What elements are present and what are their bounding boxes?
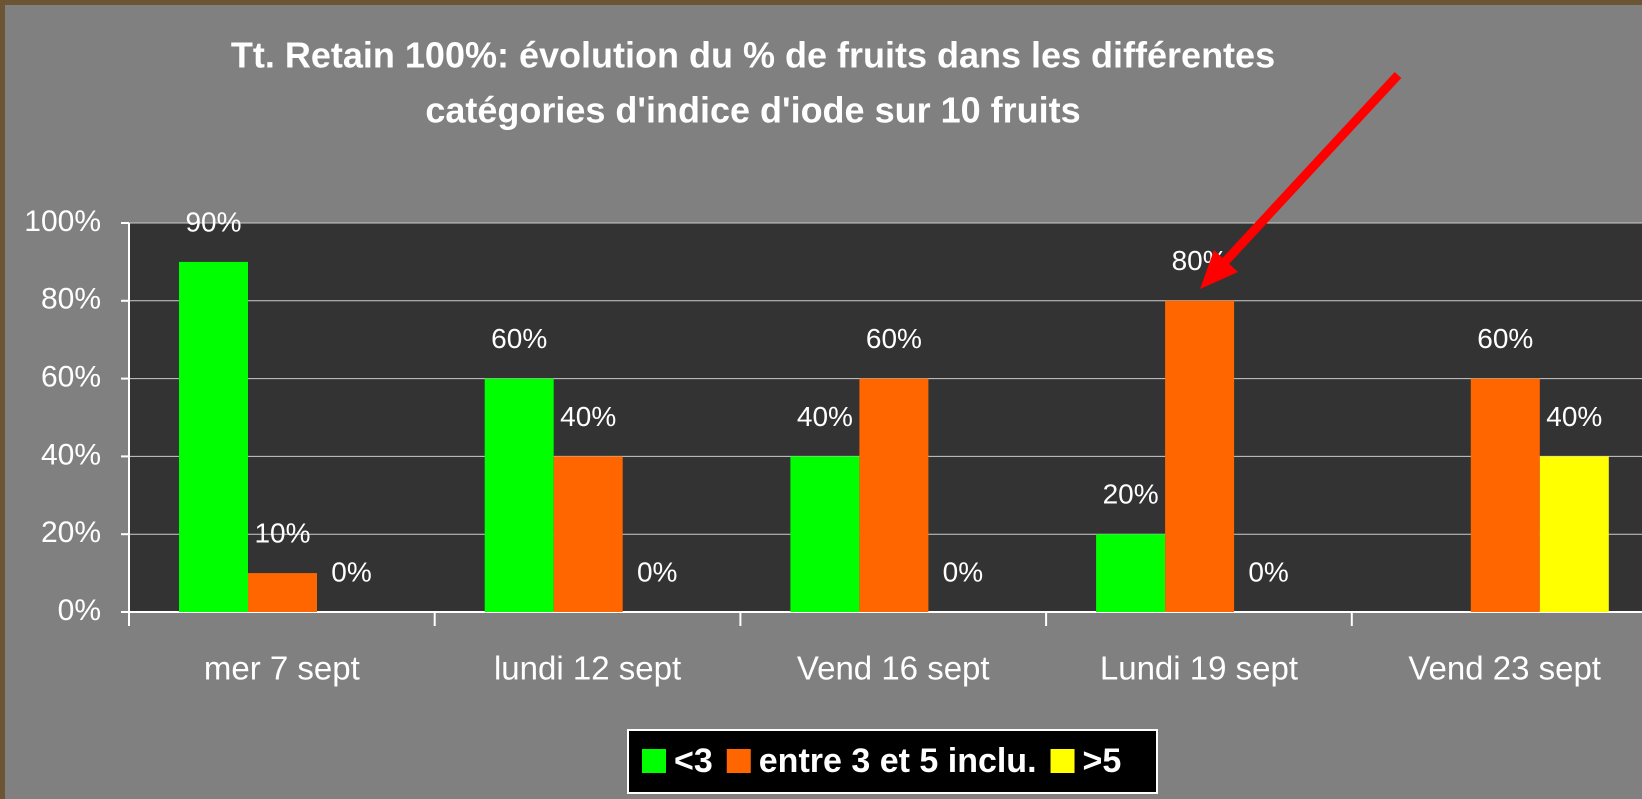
bar (485, 379, 554, 612)
data-label: 40% (797, 401, 853, 432)
bar (859, 379, 928, 612)
page: Tt. Retain 100%: évolution du % de fruit… (0, 0, 1642, 799)
x-tick-label: mer 7 sept (204, 650, 360, 687)
bar (1471, 379, 1540, 612)
x-tick-label: lundi 12 sept (494, 650, 681, 687)
y-tick-label: 40% (41, 438, 101, 471)
y-tick-label: 100% (24, 205, 101, 238)
legend-label: >5 (1083, 742, 1122, 780)
bar (790, 456, 859, 612)
data-label: 60% (866, 323, 922, 354)
legend-swatch (1051, 749, 1075, 773)
legend-label: <3 (674, 742, 713, 780)
data-label: 0% (637, 556, 677, 587)
data-label: 60% (1477, 323, 1533, 354)
x-tick-label: Lundi 19 sept (1100, 650, 1298, 687)
data-label: 0% (1248, 556, 1288, 587)
bar (1540, 456, 1609, 612)
y-tick-label: 80% (41, 283, 101, 316)
y-tick-label: 0% (58, 594, 101, 627)
chart-title: Tt. Retain 100%: évolution du % de fruit… (231, 35, 1275, 76)
y-tick-label: 20% (41, 516, 101, 549)
x-tick-label: Vend 16 sept (797, 650, 990, 687)
data-label: 0% (943, 556, 983, 587)
data-label: 0% (331, 556, 371, 587)
legend-label: entre 3 et 5 inclu. (759, 742, 1037, 780)
bar (1096, 534, 1165, 612)
x-tick-label: Vend 23 sept (1408, 650, 1601, 687)
bar (248, 573, 317, 612)
data-label: 90% (185, 206, 241, 237)
bar (179, 262, 248, 612)
bar (554, 456, 623, 612)
y-tick-label: 60% (41, 361, 101, 394)
chart: Tt. Retain 100%: évolution du % de fruit… (0, 0, 1642, 799)
data-label: 40% (1546, 401, 1602, 432)
legend-swatch (727, 749, 751, 773)
bar (1165, 301, 1234, 612)
data-label: 60% (491, 323, 547, 354)
data-label: 20% (1103, 479, 1159, 510)
data-label: 40% (560, 401, 616, 432)
legend-swatch (642, 749, 666, 773)
data-label: 10% (254, 517, 310, 548)
chart-subtitle: catégories d'indice d'iode sur 10 fruits (425, 90, 1080, 131)
